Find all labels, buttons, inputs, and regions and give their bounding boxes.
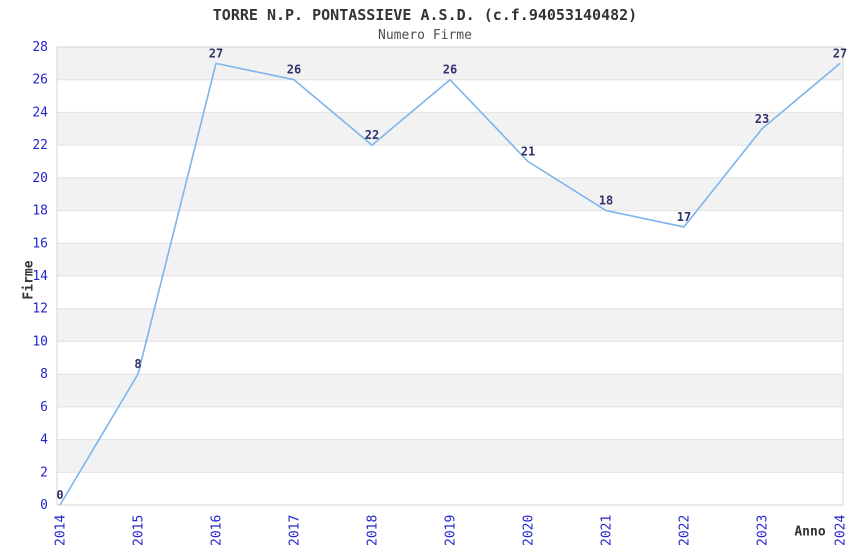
y-tick-label: 28: [32, 40, 48, 55]
plot-band: [57, 308, 843, 342]
x-tick-label: 2022: [678, 515, 693, 546]
y-tick-label: 4: [40, 433, 48, 448]
y-tick-label: 24: [32, 105, 48, 120]
data-label: 27: [209, 46, 223, 60]
data-label: 23: [755, 112, 769, 126]
y-tick-label: 6: [40, 400, 48, 415]
y-tick-label: 14: [32, 269, 48, 284]
x-tick-label: 2016: [210, 515, 225, 546]
plot-band: [57, 374, 843, 407]
data-label: 18: [599, 194, 613, 208]
data-label: 8: [134, 357, 141, 371]
data-label: 27: [833, 46, 847, 60]
plot-band: [57, 439, 843, 473]
y-tick-label: 26: [32, 73, 48, 88]
y-tick-label: 2: [40, 465, 48, 480]
plot-band: [57, 47, 843, 80]
chart-subtitle: Numero Firme: [378, 28, 472, 43]
y-tick-label: 18: [32, 204, 48, 219]
plot-band: [57, 112, 843, 146]
data-label: 17: [677, 210, 691, 224]
y-tick-label: 12: [32, 302, 48, 317]
x-tick-label: 2021: [600, 515, 615, 546]
data-label: 22: [365, 128, 379, 142]
y-tick-label: 22: [32, 138, 48, 153]
y-tick-label: 16: [32, 236, 48, 251]
x-tick-label: 2024: [834, 515, 849, 546]
data-label: 0: [56, 488, 63, 502]
data-label: 21: [521, 145, 535, 159]
data-label: 26: [443, 63, 457, 77]
plot-band: [57, 177, 843, 211]
x-tick-label: 2020: [522, 515, 537, 546]
y-tick-label: 8: [40, 367, 48, 382]
plot-border: [56, 46, 844, 506]
chart-title: TORRE N.P. PONTASSIEVE A.S.D. (c.f.94053…: [212, 6, 638, 24]
x-tick-label: 2019: [444, 515, 459, 546]
y-tick-label: 0: [40, 498, 48, 513]
data-label: 26: [287, 63, 301, 77]
y-tick-label: 10: [32, 334, 48, 349]
x-tick-label: 2017: [288, 515, 303, 546]
x-axis-title: Anno: [794, 524, 826, 540]
y-axis-title: Firme: [21, 260, 37, 300]
x-tick-label: 2023: [756, 515, 771, 546]
y-tick-label: 20: [32, 171, 48, 186]
plot-band: [57, 243, 843, 276]
series-line[interactable]: [59, 62, 841, 506]
x-tick-label: 2014: [54, 515, 69, 546]
x-tick-label: 2015: [132, 515, 147, 546]
x-tick-label: 2018: [366, 515, 381, 546]
